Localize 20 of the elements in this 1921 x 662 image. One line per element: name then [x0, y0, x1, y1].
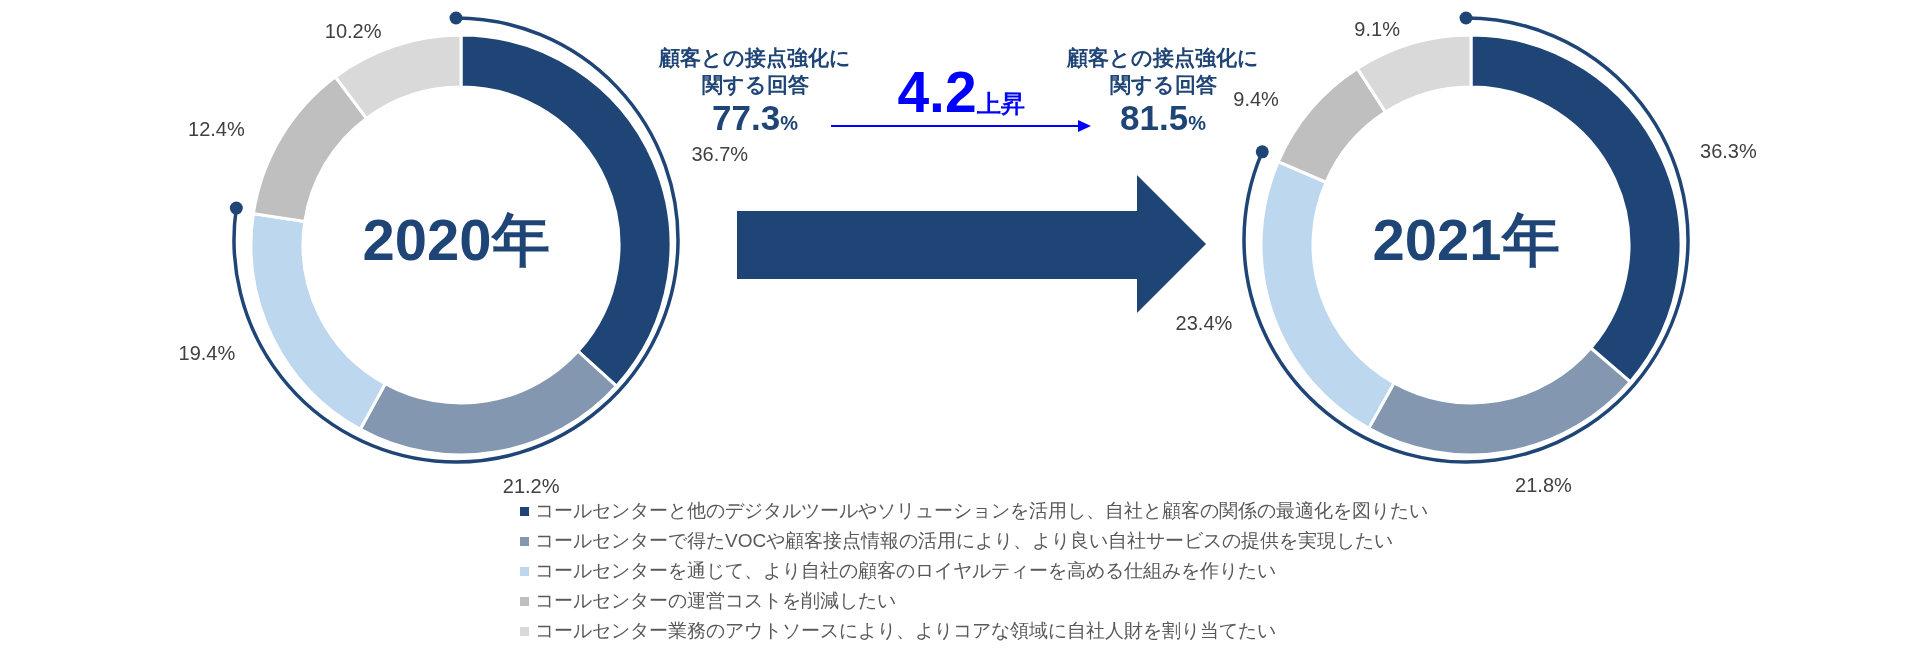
text: 顧客との接点強化に関する回答 [659, 45, 851, 96]
data-label: 9.1% [1354, 18, 1401, 41]
data-label: 21.2% [502, 474, 560, 497]
data-label: 36.7% [691, 142, 749, 165]
data-label: 36.3% [1700, 140, 1757, 163]
data-label: 19.4% [178, 342, 236, 365]
data-label: 23.4% [1175, 312, 1233, 335]
legend-label: コールセンターを通じて、より自社の顧客のロイヤルティーを高める仕組みを作りたい [535, 559, 1276, 583]
text: 77.3% [712, 98, 798, 137]
text: 81.5% [1120, 98, 1206, 137]
data-label: 12.4% [188, 118, 245, 141]
legend-label: コールセンター業務のアウトソースにより、よりコアな領域に自社人財を割り当てたい [535, 619, 1276, 643]
data-label: 10.2% [324, 20, 382, 43]
text: 4.2上昇 [897, 60, 1025, 124]
legend-label: コールセンターと他のデジタルツールやソリューションを活用し、自社と顧客の関係の最適化を図りたい [535, 499, 1428, 523]
text: 2020年 [362, 207, 550, 272]
text: 2021年 [1372, 207, 1560, 272]
legend-label: コールセンターの運営コストを削減したい [535, 589, 896, 613]
data-label: 21.8% [1515, 474, 1573, 497]
legend-label: コールセンターで得たVOCや顧客接点情報の活用により、より良い自社サービスの提供を実現したい [535, 529, 1394, 553]
